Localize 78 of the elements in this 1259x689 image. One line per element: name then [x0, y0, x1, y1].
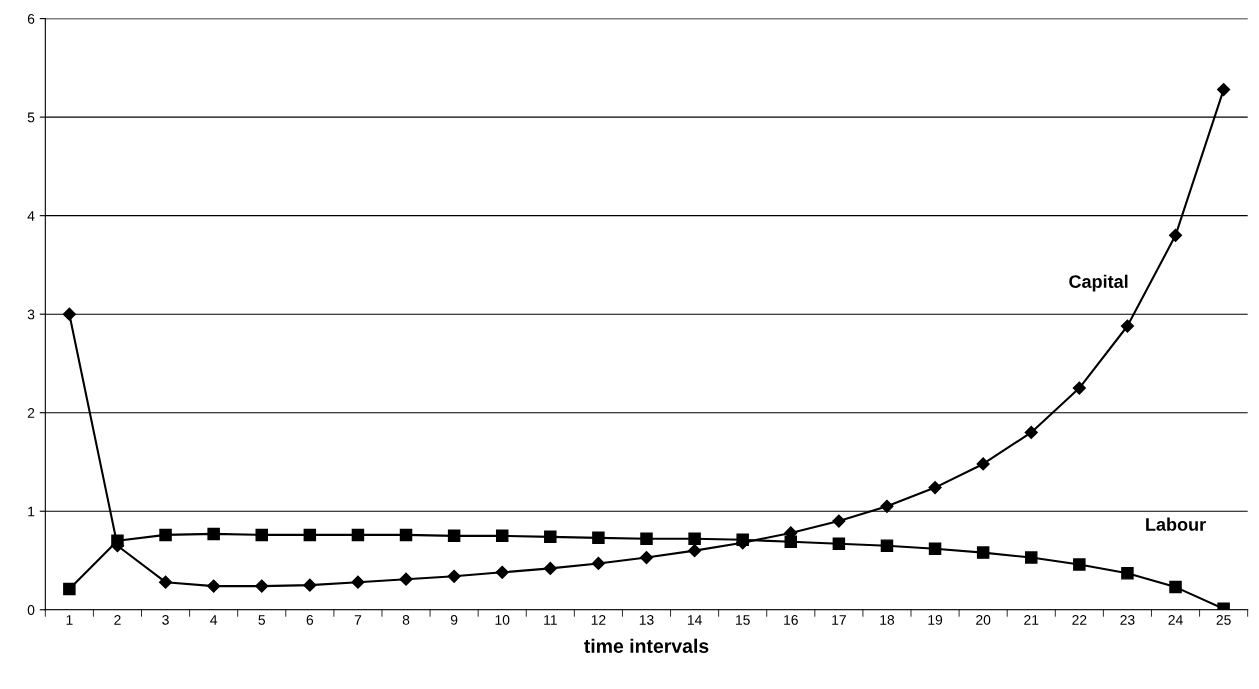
x-tick-label: 1: [66, 615, 73, 625]
x-axis-title: time intervals: [584, 638, 709, 653]
point: [447, 529, 461, 543]
x-tick-label: 15: [736, 615, 750, 625]
point: [1217, 82, 1231, 97]
x-tick-label: 25: [1216, 614, 1231, 625]
text: Labour: [1146, 517, 1206, 531]
point: [880, 539, 894, 552]
point: [159, 528, 172, 542]
y-tick-label: 0: [27, 605, 35, 615]
point: [63, 582, 76, 596]
x-tick-label: 7: [354, 615, 362, 625]
y-tick-label: 3: [27, 309, 35, 320]
point: [543, 561, 557, 575]
x-tick-label: 17: [832, 615, 846, 625]
x-tick-label: 12: [591, 614, 606, 625]
point: [158, 575, 173, 589]
point: [1120, 319, 1135, 333]
x-tick-label: 16: [784, 614, 798, 625]
point: [880, 499, 894, 513]
point: [832, 514, 846, 528]
point: [832, 537, 846, 551]
point: [640, 532, 653, 546]
point: [928, 481, 942, 495]
x-tick-label: 3: [162, 614, 169, 625]
point: [1073, 558, 1086, 571]
point: [399, 528, 413, 542]
point: [351, 575, 365, 589]
y-tick-label: 5: [27, 112, 35, 123]
point: [544, 530, 557, 544]
point: [447, 569, 461, 583]
x-tick-label: 8: [402, 614, 410, 625]
point: [688, 532, 701, 546]
point: [1168, 228, 1183, 242]
x-tick-label: 2: [114, 614, 121, 625]
point: [303, 528, 317, 542]
point: [592, 531, 605, 545]
point: [303, 578, 317, 592]
point: [495, 565, 509, 579]
point: [1024, 551, 1038, 564]
x-tick-label: 24: [1168, 614, 1183, 625]
x-tick-label: 18: [880, 614, 895, 625]
point: [351, 528, 365, 542]
y-tick-label: 2: [27, 408, 35, 418]
point: [1169, 580, 1182, 594]
x-tick-label: 11: [544, 615, 557, 625]
point: [495, 529, 509, 543]
point: [591, 556, 605, 571]
point: [207, 579, 221, 593]
point: [1121, 567, 1134, 580]
point: [255, 528, 268, 542]
x-tick-label: 9: [450, 614, 458, 625]
x-tick-label: 22: [1072, 614, 1087, 625]
point: [399, 572, 413, 586]
point: [62, 307, 76, 321]
x-tick-label: 14: [687, 615, 702, 625]
point: [207, 527, 220, 541]
x-tick-label: 6: [306, 614, 314, 625]
point: [976, 457, 990, 471]
point: [976, 546, 990, 559]
x-tick-label: 5: [258, 615, 266, 625]
point: [928, 542, 942, 555]
x-tick-label: 4: [210, 615, 218, 625]
y-tick-label: 6: [27, 13, 35, 24]
point: [1024, 425, 1038, 440]
point: [1072, 381, 1086, 395]
y-tick-label: 1: [28, 506, 35, 517]
series-label: Capital: [1069, 274, 1128, 292]
point: [688, 544, 702, 558]
point: [639, 550, 654, 565]
x-tick-label: 23: [1120, 614, 1135, 625]
point: [255, 579, 269, 593]
y-tick-label: 4: [27, 211, 35, 221]
x-tick-label: 20: [976, 614, 991, 625]
x-tick-label: 13: [639, 614, 654, 625]
x-tick-label: 10: [495, 614, 510, 625]
x-tick-label: 19: [928, 614, 943, 625]
x-tick-label: 21: [1024, 614, 1039, 625]
